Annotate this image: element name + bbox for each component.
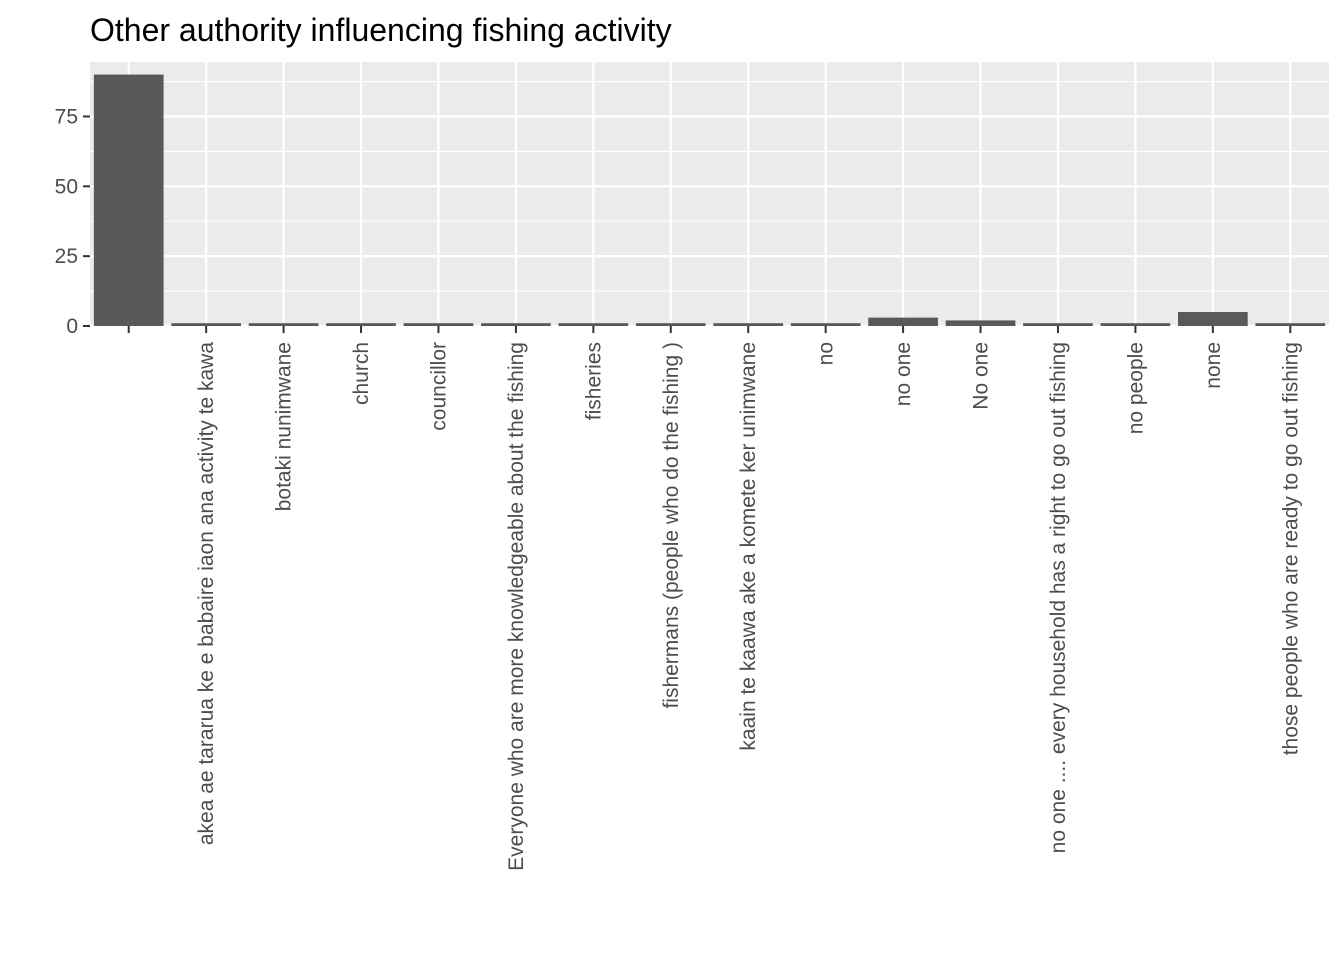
x-tick-label: church (350, 342, 373, 405)
chart-title: Other authority influencing fishing acti… (90, 12, 672, 48)
x-tick-label: fisheries (582, 342, 605, 420)
bar (326, 323, 396, 326)
y-tick-label: 25 (55, 245, 78, 268)
bar (1100, 323, 1171, 326)
bar (713, 323, 784, 326)
x-tick-label: those people who are ready to go out fis… (1279, 342, 1302, 755)
y-tick-label: 0 (66, 315, 78, 338)
bar (93, 74, 164, 326)
bar (1177, 312, 1248, 326)
x-tick-label: none (1202, 342, 1225, 389)
x-tick-label: No one (970, 342, 993, 410)
bar (558, 323, 629, 326)
x-tick-label: councillor (427, 342, 450, 431)
bar (868, 317, 938, 326)
bar (403, 323, 474, 326)
x-tick-label: kaain te kaawa ake a komete ker unimwane (737, 342, 760, 751)
bar (481, 323, 551, 326)
x-tick-label: fishermans (people who do the fishing ) (660, 342, 683, 709)
bar (945, 320, 1016, 326)
bar (171, 323, 242, 326)
axes: 0 25 50 75 akea ae tararua ke e babaire iaon… (55, 105, 1303, 870)
bar (635, 323, 706, 326)
x-tick-label: Everyone who are more knowledgeable abou… (505, 342, 528, 871)
bar (1255, 323, 1326, 326)
x-tick-label: no people (1124, 342, 1147, 434)
y-tick-label: 50 (55, 175, 78, 198)
x-tick-label: akea ae tararua ke e babaire iaon ana ac… (195, 342, 218, 845)
x-tick-label: no one .... every household has a right … (1047, 342, 1070, 853)
bar (790, 323, 861, 326)
y-tick-label: 75 (55, 105, 78, 128)
x-tick-label: no one (892, 342, 915, 406)
bar (1023, 323, 1093, 326)
plot-panel (90, 62, 1329, 326)
grid-lines (90, 62, 1329, 328)
x-tick-label: botaki nunimwane (273, 342, 296, 511)
bars (93, 74, 1326, 326)
x-tick-label: no (815, 342, 838, 365)
bar (248, 323, 319, 326)
